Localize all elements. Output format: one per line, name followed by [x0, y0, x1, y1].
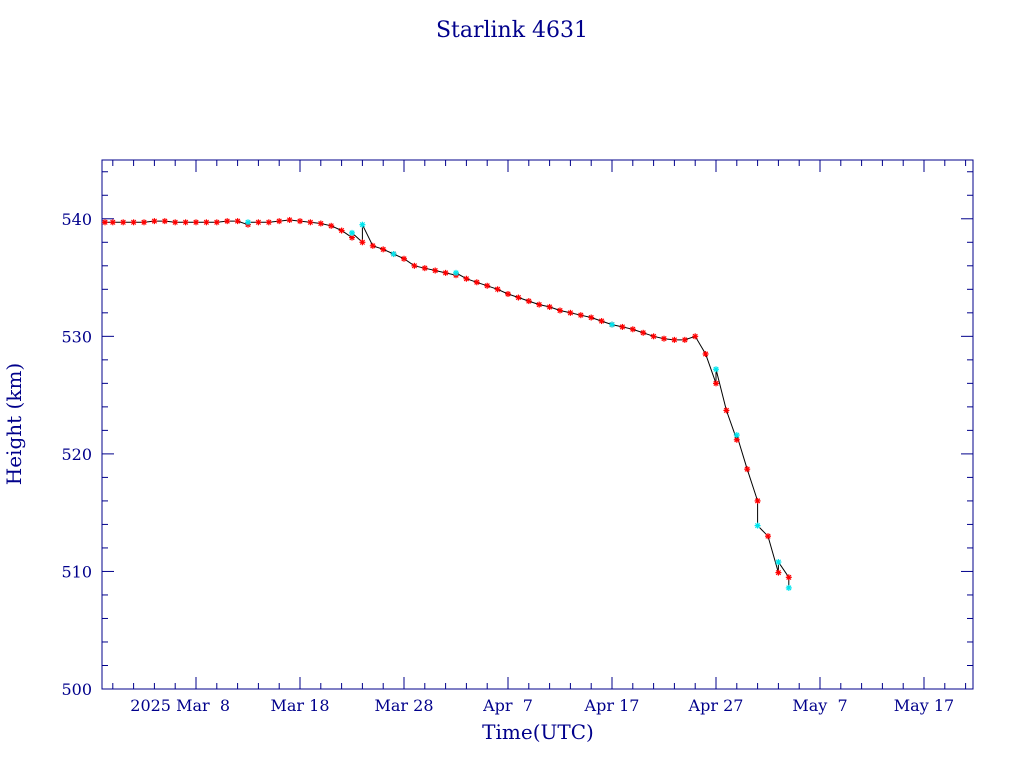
- data-point-red: [473, 279, 480, 286]
- data-point-red: [141, 219, 147, 226]
- data-point-cyan: [713, 366, 719, 373]
- data-point-red: [224, 218, 231, 225]
- y-tick-label: 530: [61, 327, 92, 346]
- data-point-red: [203, 219, 210, 226]
- data-point-red: [297, 218, 303, 225]
- data-point-red: [765, 533, 771, 540]
- data-point-red: [536, 301, 543, 308]
- x-tick-label: Mar 28: [374, 696, 433, 715]
- y-tick-label: 510: [61, 562, 92, 581]
- data-point-cyan: [754, 522, 761, 529]
- data-point-cyan: [733, 432, 740, 439]
- chart-title: Starlink 4631: [436, 18, 588, 43]
- data-point-red: [525, 298, 532, 305]
- data-point-red: [359, 239, 366, 246]
- data-point-red: [463, 275, 470, 282]
- data-point-red: [640, 329, 647, 336]
- data-point-red: [702, 350, 709, 357]
- data-point-red: [432, 267, 439, 274]
- data-point-red: [276, 218, 283, 225]
- data-markers: [102, 216, 792, 591]
- data-point-red: [130, 219, 137, 226]
- data-point-red: [598, 318, 605, 325]
- data-point-red: [546, 303, 553, 310]
- data-point-red: [785, 574, 792, 581]
- data-point-red: [193, 219, 199, 226]
- data-point-red: [650, 333, 657, 340]
- data-point-red: [588, 314, 595, 321]
- data-point-red: [213, 219, 220, 226]
- y-axis-label: Height (km): [2, 363, 26, 485]
- data-point-red: [744, 466, 751, 473]
- y-tick-label: 500: [61, 680, 92, 699]
- data-point-red: [494, 286, 501, 293]
- data-point-red: [338, 227, 345, 234]
- data-point-red: [661, 335, 667, 342]
- data-point-red: [255, 219, 262, 226]
- data-point-red: [713, 380, 719, 387]
- data-point-cyan: [453, 269, 459, 276]
- x-tick-label: May 17: [894, 696, 954, 715]
- y-tick-label: 540: [61, 210, 92, 229]
- data-point-red: [723, 407, 730, 414]
- x-tick-label: 2025 Mar 8: [130, 696, 230, 715]
- x-tick-label: Apr 17: [584, 696, 640, 715]
- data-point-red: [619, 323, 626, 330]
- data-point-cyan: [359, 221, 366, 228]
- data-point-red: [421, 265, 428, 272]
- data-point-cyan: [785, 584, 792, 591]
- data-point-cyan: [390, 251, 397, 258]
- data-point-cyan: [609, 321, 615, 328]
- y-axis-ticks: [102, 171, 973, 690]
- data-point-cyan: [245, 219, 251, 226]
- x-tick-label: May 7: [792, 696, 847, 715]
- y-tick-label: 520: [61, 445, 92, 464]
- data-point-red: [567, 309, 574, 316]
- data-point-red: [265, 219, 272, 226]
- data-point-red: [505, 291, 511, 298]
- data-point-red: [328, 222, 335, 229]
- x-axis-tick-labels: 2025 Mar 8 Mar 18 Mar 28 Apr 7 Apr 17 Apr 27 M…: [130, 696, 954, 715]
- plot-frame: [101, 159, 974, 690]
- data-point-red: [380, 246, 387, 253]
- data-point-red: [317, 220, 324, 227]
- data-point-cyan: [349, 229, 355, 236]
- data-point-red: [577, 312, 584, 319]
- data-point-red: [102, 219, 108, 226]
- data-point-red: [629, 326, 636, 333]
- data-point-red: [411, 262, 418, 269]
- y-axis-tick-labels: 500 510 520 530 540: [61, 210, 92, 699]
- data-point-red: [754, 497, 761, 504]
- data-point-red: [515, 294, 522, 301]
- data-point-cyan: [775, 559, 782, 566]
- data-point-red: [692, 333, 699, 340]
- x-axis-label: Time(UTC): [482, 720, 594, 744]
- x-axis-ticks: [112, 160, 967, 689]
- data-point-red: [161, 218, 168, 225]
- data-point-red: [671, 336, 678, 343]
- data-point-red: [681, 336, 688, 343]
- x-tick-label: Apr 7: [482, 696, 533, 715]
- data-point-red: [151, 218, 158, 225]
- data-point-red: [484, 282, 491, 289]
- data-point-red: [442, 269, 449, 276]
- data-point-red: [401, 255, 407, 262]
- data-point-red: [369, 242, 376, 249]
- data-point-red: [172, 219, 179, 226]
- data-point-red: [182, 219, 189, 226]
- data-point-red: [557, 307, 563, 314]
- data-point-red: [109, 219, 116, 226]
- x-tick-label: Mar 18: [270, 696, 329, 715]
- data-point-red: [120, 219, 127, 226]
- data-point-red: [307, 219, 314, 226]
- data-point-red: [286, 216, 293, 223]
- data-point-red: [775, 569, 782, 576]
- x-tick-label: Apr 27: [688, 696, 744, 715]
- data-point-red: [234, 218, 241, 225]
